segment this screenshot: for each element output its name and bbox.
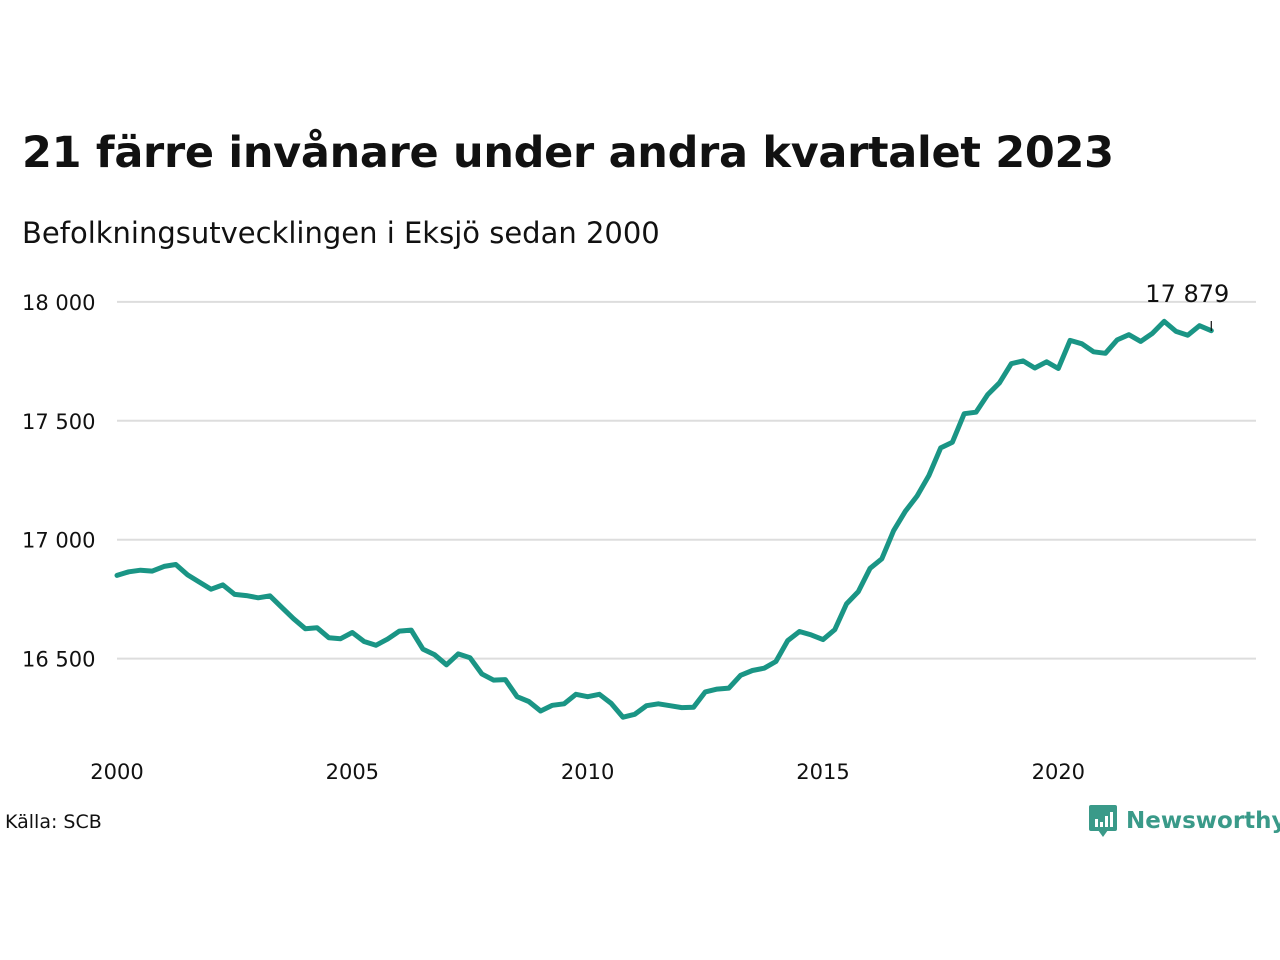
y-tick-label: 16 500 [22,648,95,672]
x-tick-label: 2005 [326,760,379,784]
end-value-label: 17 879 [1145,280,1229,308]
y-axis-labels: 16 500 17 000 17 500 18 000 [22,291,95,672]
chart-subtitle: Befolkningsutvecklingen i Eksjö sedan 20… [22,216,660,250]
source-label: Källa: SCB [5,811,102,833]
x-tick-label: 2000 [90,760,143,784]
x-tick-label: 2020 [1032,760,1085,784]
chart-title: 21 färre invånare under andra kvartalet … [22,128,1114,178]
y-tick-label: 17 500 [22,410,95,434]
bar-chart-icon [1089,805,1117,837]
x-axis-labels: 2000 2005 2010 2015 2020 [90,760,1085,784]
brand-logo: Newsworthy [1088,804,1280,838]
series-layer [114,318,1214,720]
y-tick-label: 18 000 [22,291,95,315]
x-tick-label: 2010 [561,760,614,784]
x-tick-label: 2015 [796,760,849,784]
series-line-0 [114,318,1214,720]
annotations: 17 879 [1145,280,1229,331]
brand-name: Newsworthy [1126,808,1280,834]
y-tick-label: 17 000 [22,529,95,553]
gridlines [117,300,1256,660]
